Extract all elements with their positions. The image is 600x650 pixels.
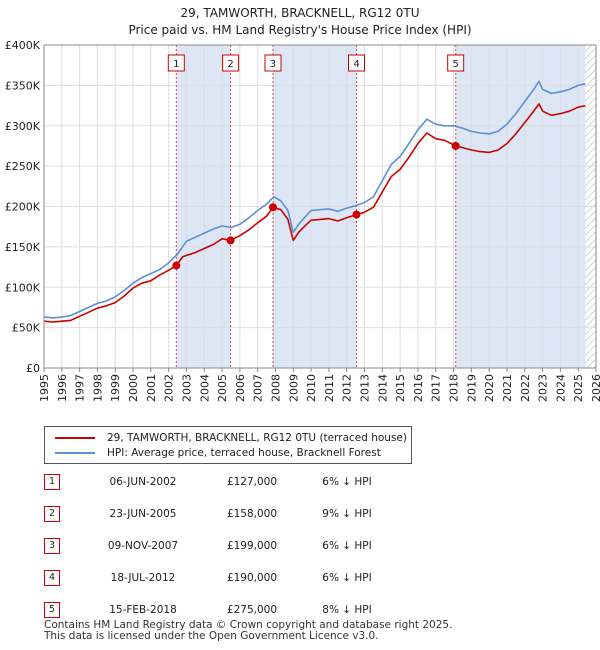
legend-item-price: 29, TAMWORTH, BRACKNELL, RG12 0TU (terra… bbox=[55, 430, 407, 445]
footer-copyright: Contains HM Land Registry data © Crown c… bbox=[44, 619, 453, 631]
sale-hpi-diff: 9% ↓ HPI bbox=[322, 508, 372, 520]
legend-label-hpi: HPI: Average price, terraced house, Brac… bbox=[107, 446, 381, 459]
y-tick-label: £200K bbox=[5, 201, 41, 214]
hpi-series-line bbox=[43, 80, 586, 319]
footer: Contains HM Land Registry data © Crown c… bbox=[44, 620, 452, 642]
legend-swatch-price bbox=[55, 436, 95, 439]
sale-hpi-diff: 6% ↓ HPI bbox=[322, 476, 372, 488]
y-tick-label: £100K bbox=[5, 281, 41, 294]
price-chart: 1 2 3 4 5 £0 £50K £100K £150K £200K £250K £300K £35… bbox=[5, 39, 600, 402]
sale-point bbox=[226, 236, 235, 245]
price-series-line bbox=[43, 103, 586, 323]
sale-number-box bbox=[447, 54, 465, 72]
x-tick-label: 1997 bbox=[74, 374, 87, 402]
x-tick-label: 2000 bbox=[127, 374, 140, 402]
sale-price: £275,000 bbox=[226, 604, 278, 616]
sale-number-label: 5 bbox=[452, 59, 458, 70]
sale-date: 06-JUN-2002 bbox=[109, 476, 177, 488]
sale-point bbox=[352, 210, 361, 219]
sale-hpi-diff: 6% ↓ HPI bbox=[322, 540, 372, 552]
chart-title-line1: 29, TAMWORTH, BRACKNELL, RG12 0TU bbox=[180, 6, 420, 20]
sale-number-badge: 2 bbox=[44, 506, 60, 522]
y-tick-label: £400K bbox=[5, 39, 41, 52]
x-tick-label: 2017 bbox=[430, 374, 443, 402]
x-tick-label: 2015 bbox=[394, 374, 407, 402]
sale-number-box bbox=[222, 54, 240, 72]
x-tick-label: 2024 bbox=[554, 374, 567, 402]
sale-date: 15-FEB-2018 bbox=[109, 604, 177, 616]
sale-point bbox=[451, 141, 460, 150]
sale-date: 18-JUL-2012 bbox=[110, 572, 176, 584]
x-tick-label: 2008 bbox=[269, 374, 282, 402]
x-tick-label: 2012 bbox=[341, 374, 354, 402]
footer-licence: This data is licensed under the Open Gov… bbox=[44, 630, 379, 642]
y-tick-label: £150K bbox=[5, 241, 41, 254]
chart-title-line2: Price paid vs. HM Land Registry's House … bbox=[128, 23, 472, 37]
sale-number-badge: 1 bbox=[44, 474, 60, 490]
x-tick-label: 2007 bbox=[252, 374, 265, 402]
sale-row: 5 15-FEB-2018 £275,000 8% ↓ HPI bbox=[44, 602, 464, 620]
x-tick-label: 2010 bbox=[305, 374, 318, 402]
legend-label-price: 29, TAMWORTH, BRACKNELL, RG12 0TU (terra… bbox=[107, 431, 407, 444]
x-tick-label: 2018 bbox=[448, 374, 461, 402]
y-tick-label: £300K bbox=[5, 120, 41, 133]
sale-row: 2 23-JUN-2005 £158,000 9% ↓ HPI bbox=[44, 506, 464, 524]
sale-number-box bbox=[348, 54, 366, 72]
x-tick-label: 2026 bbox=[590, 374, 600, 402]
sale-price: £199,000 bbox=[226, 540, 278, 552]
sale-row: 3 09-NOV-2007 £199,000 6% ↓ HPI bbox=[44, 538, 464, 556]
x-tick-label: 2005 bbox=[216, 374, 229, 402]
legend-item-hpi: HPI: Average price, terraced house, Brac… bbox=[55, 445, 381, 460]
x-tick-label: 1996 bbox=[56, 374, 69, 402]
x-tick-label: 2021 bbox=[501, 374, 514, 402]
legend: 29, TAMWORTH, BRACKNELL, RG12 0TU (terra… bbox=[44, 426, 412, 464]
x-tick-label: 2004 bbox=[198, 374, 211, 402]
x-tick-label: 2003 bbox=[180, 374, 193, 402]
sale-point bbox=[172, 261, 181, 270]
plot-frame bbox=[43, 44, 597, 369]
x-tick-label: 2022 bbox=[519, 374, 532, 402]
x-tick-label: 1998 bbox=[91, 374, 104, 402]
sale-date: 23-JUN-2005 bbox=[109, 508, 177, 520]
sale-price: £158,000 bbox=[226, 508, 278, 520]
sale-number-badge: 4 bbox=[44, 570, 60, 586]
x-tick-label: 1999 bbox=[109, 374, 122, 402]
x-tick-label: 2011 bbox=[323, 374, 336, 402]
x-tick-label: 2001 bbox=[145, 374, 158, 402]
sale-price: £127,000 bbox=[226, 476, 278, 488]
sale-number-badge: 3 bbox=[44, 538, 60, 554]
x-tick-label: 2009 bbox=[287, 374, 300, 402]
x-tick-label: 2016 bbox=[412, 374, 425, 402]
sale-number-box bbox=[167, 54, 185, 72]
x-tick-label: 2006 bbox=[234, 374, 247, 402]
x-tick-label: 1995 bbox=[38, 374, 51, 402]
sale-number-box bbox=[264, 54, 282, 72]
legend-swatch-hpi bbox=[55, 451, 95, 454]
sale-point bbox=[268, 203, 277, 212]
x-tick-label: 2020 bbox=[483, 374, 496, 402]
x-tick-label: 2014 bbox=[376, 374, 389, 402]
sale-row: 4 18-JUL-2012 £190,000 6% ↓ HPI bbox=[44, 570, 464, 588]
y-tick-label: £0 bbox=[26, 362, 40, 375]
sale-number-label: 1 bbox=[173, 59, 179, 70]
x-tick-label: 2025 bbox=[572, 374, 585, 402]
x-tick-label: 2023 bbox=[537, 374, 550, 402]
sale-price: £190,000 bbox=[226, 572, 278, 584]
sale-number-label: 3 bbox=[270, 59, 276, 70]
sale-hpi-diff: 8% ↓ HPI bbox=[322, 604, 372, 616]
sale-hpi-diff: 6% ↓ HPI bbox=[322, 572, 372, 584]
x-tick-label: 2019 bbox=[465, 374, 478, 402]
sale-date: 09-NOV-2007 bbox=[107, 540, 179, 552]
sale-number-label: 2 bbox=[227, 59, 233, 70]
sale-row: 1 06-JUN-2002 £127,000 6% ↓ HPI bbox=[44, 474, 464, 492]
y-tick-label: £50K bbox=[12, 322, 41, 335]
y-tick-label: £250K bbox=[5, 160, 41, 173]
y-tick-label: £350K bbox=[5, 79, 41, 92]
x-tick-label: 2013 bbox=[359, 374, 372, 402]
sale-number-label: 4 bbox=[353, 59, 359, 70]
sale-number-badge: 5 bbox=[44, 602, 60, 618]
x-tick-label: 2002 bbox=[163, 374, 176, 402]
